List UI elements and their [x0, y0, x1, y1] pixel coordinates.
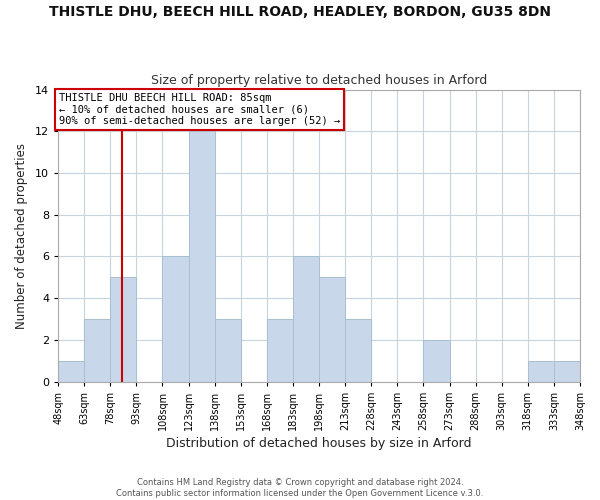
X-axis label: Distribution of detached houses by size in Arford: Distribution of detached houses by size …	[166, 437, 472, 450]
Text: Contains HM Land Registry data © Crown copyright and database right 2024.
Contai: Contains HM Land Registry data © Crown c…	[116, 478, 484, 498]
Bar	[267, 319, 293, 382]
Bar	[215, 319, 241, 382]
Text: THISTLE DHU, BEECH HILL ROAD, HEADLEY, BORDON, GU35 8DN: THISTLE DHU, BEECH HILL ROAD, HEADLEY, B…	[49, 5, 551, 19]
Bar	[58, 361, 84, 382]
Bar	[424, 340, 449, 382]
Bar	[554, 361, 580, 382]
Bar	[84, 319, 110, 382]
Bar	[293, 256, 319, 382]
Text: THISTLE DHU BEECH HILL ROAD: 85sqm
← 10% of detached houses are smaller (6)
90% : THISTLE DHU BEECH HILL ROAD: 85sqm ← 10%…	[59, 92, 340, 126]
Bar	[528, 361, 554, 382]
Y-axis label: Number of detached properties: Number of detached properties	[15, 142, 28, 328]
Bar	[110, 278, 136, 382]
Bar	[188, 132, 215, 382]
Bar	[163, 256, 188, 382]
Title: Size of property relative to detached houses in Arford: Size of property relative to detached ho…	[151, 74, 487, 87]
Bar	[345, 319, 371, 382]
Bar	[319, 278, 345, 382]
